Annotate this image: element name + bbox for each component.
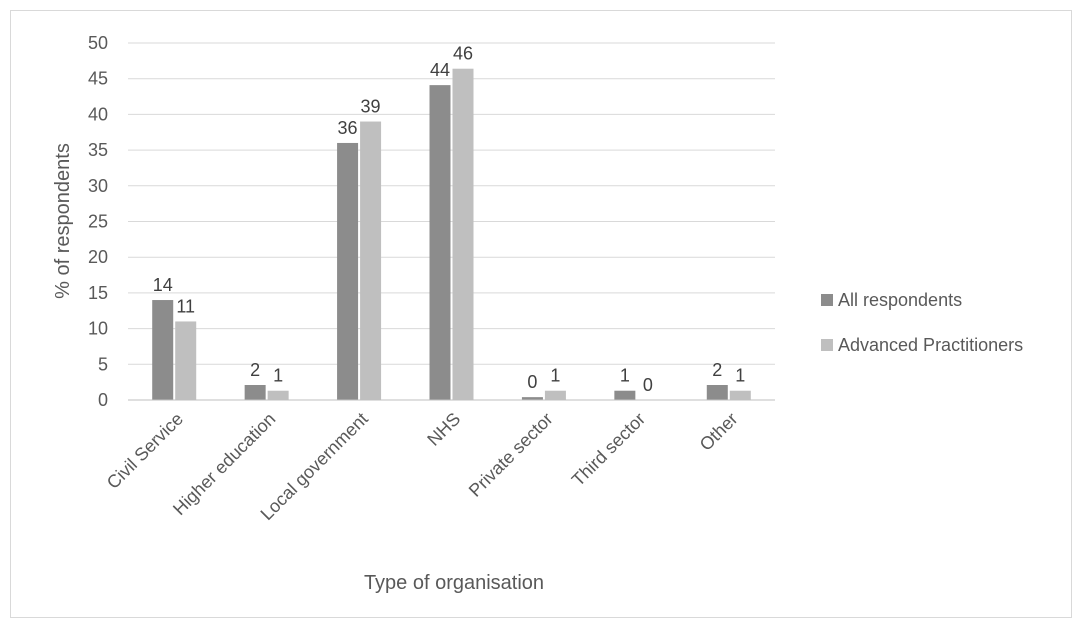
bar-advanced-practitioners: [175, 321, 197, 400]
data-label: 0: [643, 375, 653, 395]
bar-all-respondents: [337, 142, 359, 400]
bar-all-respondents: [521, 397, 543, 400]
legend-swatch: [821, 339, 833, 351]
gridlines: [128, 42, 775, 365]
x-axis-title: Type of organisation: [364, 572, 544, 594]
y-tick-label: 30: [88, 176, 108, 196]
data-label: 44: [430, 60, 450, 80]
bar-all-respondents: [614, 390, 636, 400]
y-tick-label: 5: [98, 354, 108, 374]
bars: [152, 68, 751, 400]
bar-all-respondents: [429, 85, 451, 400]
x-category-label: NHS: [423, 409, 464, 450]
data-label: 39: [361, 97, 381, 117]
bar-advanced-practitioners: [360, 121, 382, 400]
legend-label: All respondents: [838, 290, 962, 310]
y-tick-label: 35: [88, 140, 108, 160]
bar-advanced-practitioners: [452, 68, 474, 400]
x-category-label: Private sector: [465, 409, 557, 501]
legend-label: Advanced Practitioners: [838, 335, 1023, 355]
y-axis-title: % of respondents: [52, 143, 74, 299]
data-label: 14: [153, 275, 173, 295]
data-label: 36: [338, 118, 358, 138]
bar-advanced-practitioners: [544, 390, 566, 400]
data-label: 2: [712, 360, 722, 380]
y-tick-label: 45: [88, 69, 108, 89]
data-label: 1: [620, 366, 630, 386]
y-tick-label: 15: [88, 283, 108, 303]
data-label: 0: [527, 372, 537, 392]
bar-all-respondents: [152, 300, 174, 400]
y-tick-label: 10: [88, 319, 108, 339]
bar-advanced-practitioners: [729, 390, 751, 400]
data-label: 1: [735, 366, 745, 386]
data-label: 1: [550, 366, 560, 386]
legend-swatch: [821, 294, 833, 306]
bar-all-respondents: [244, 385, 266, 400]
chart-frame: [10, 10, 1072, 618]
x-category-label: Other: [696, 409, 742, 455]
y-axis-ticks: 0 5 10 15 20 25 30 35 40 45 50: [88, 33, 108, 410]
data-label: 46: [453, 44, 473, 64]
data-label: 1: [273, 366, 283, 386]
data-label: 11: [176, 296, 195, 316]
data-label: 2: [250, 360, 260, 380]
x-category-label: Third sector: [568, 409, 649, 490]
y-tick-label: 25: [88, 212, 108, 232]
bar-advanced-practitioners: [267, 390, 289, 400]
y-tick-label: 20: [88, 247, 108, 267]
y-tick-label: 40: [88, 104, 108, 124]
bar-all-respondents: [706, 385, 728, 400]
y-tick-label: 50: [88, 33, 108, 53]
x-category-label: Civil Service: [103, 409, 187, 493]
legend: All respondents Advanced Practitioners: [821, 290, 1023, 355]
y-tick-label: 0: [98, 390, 108, 410]
